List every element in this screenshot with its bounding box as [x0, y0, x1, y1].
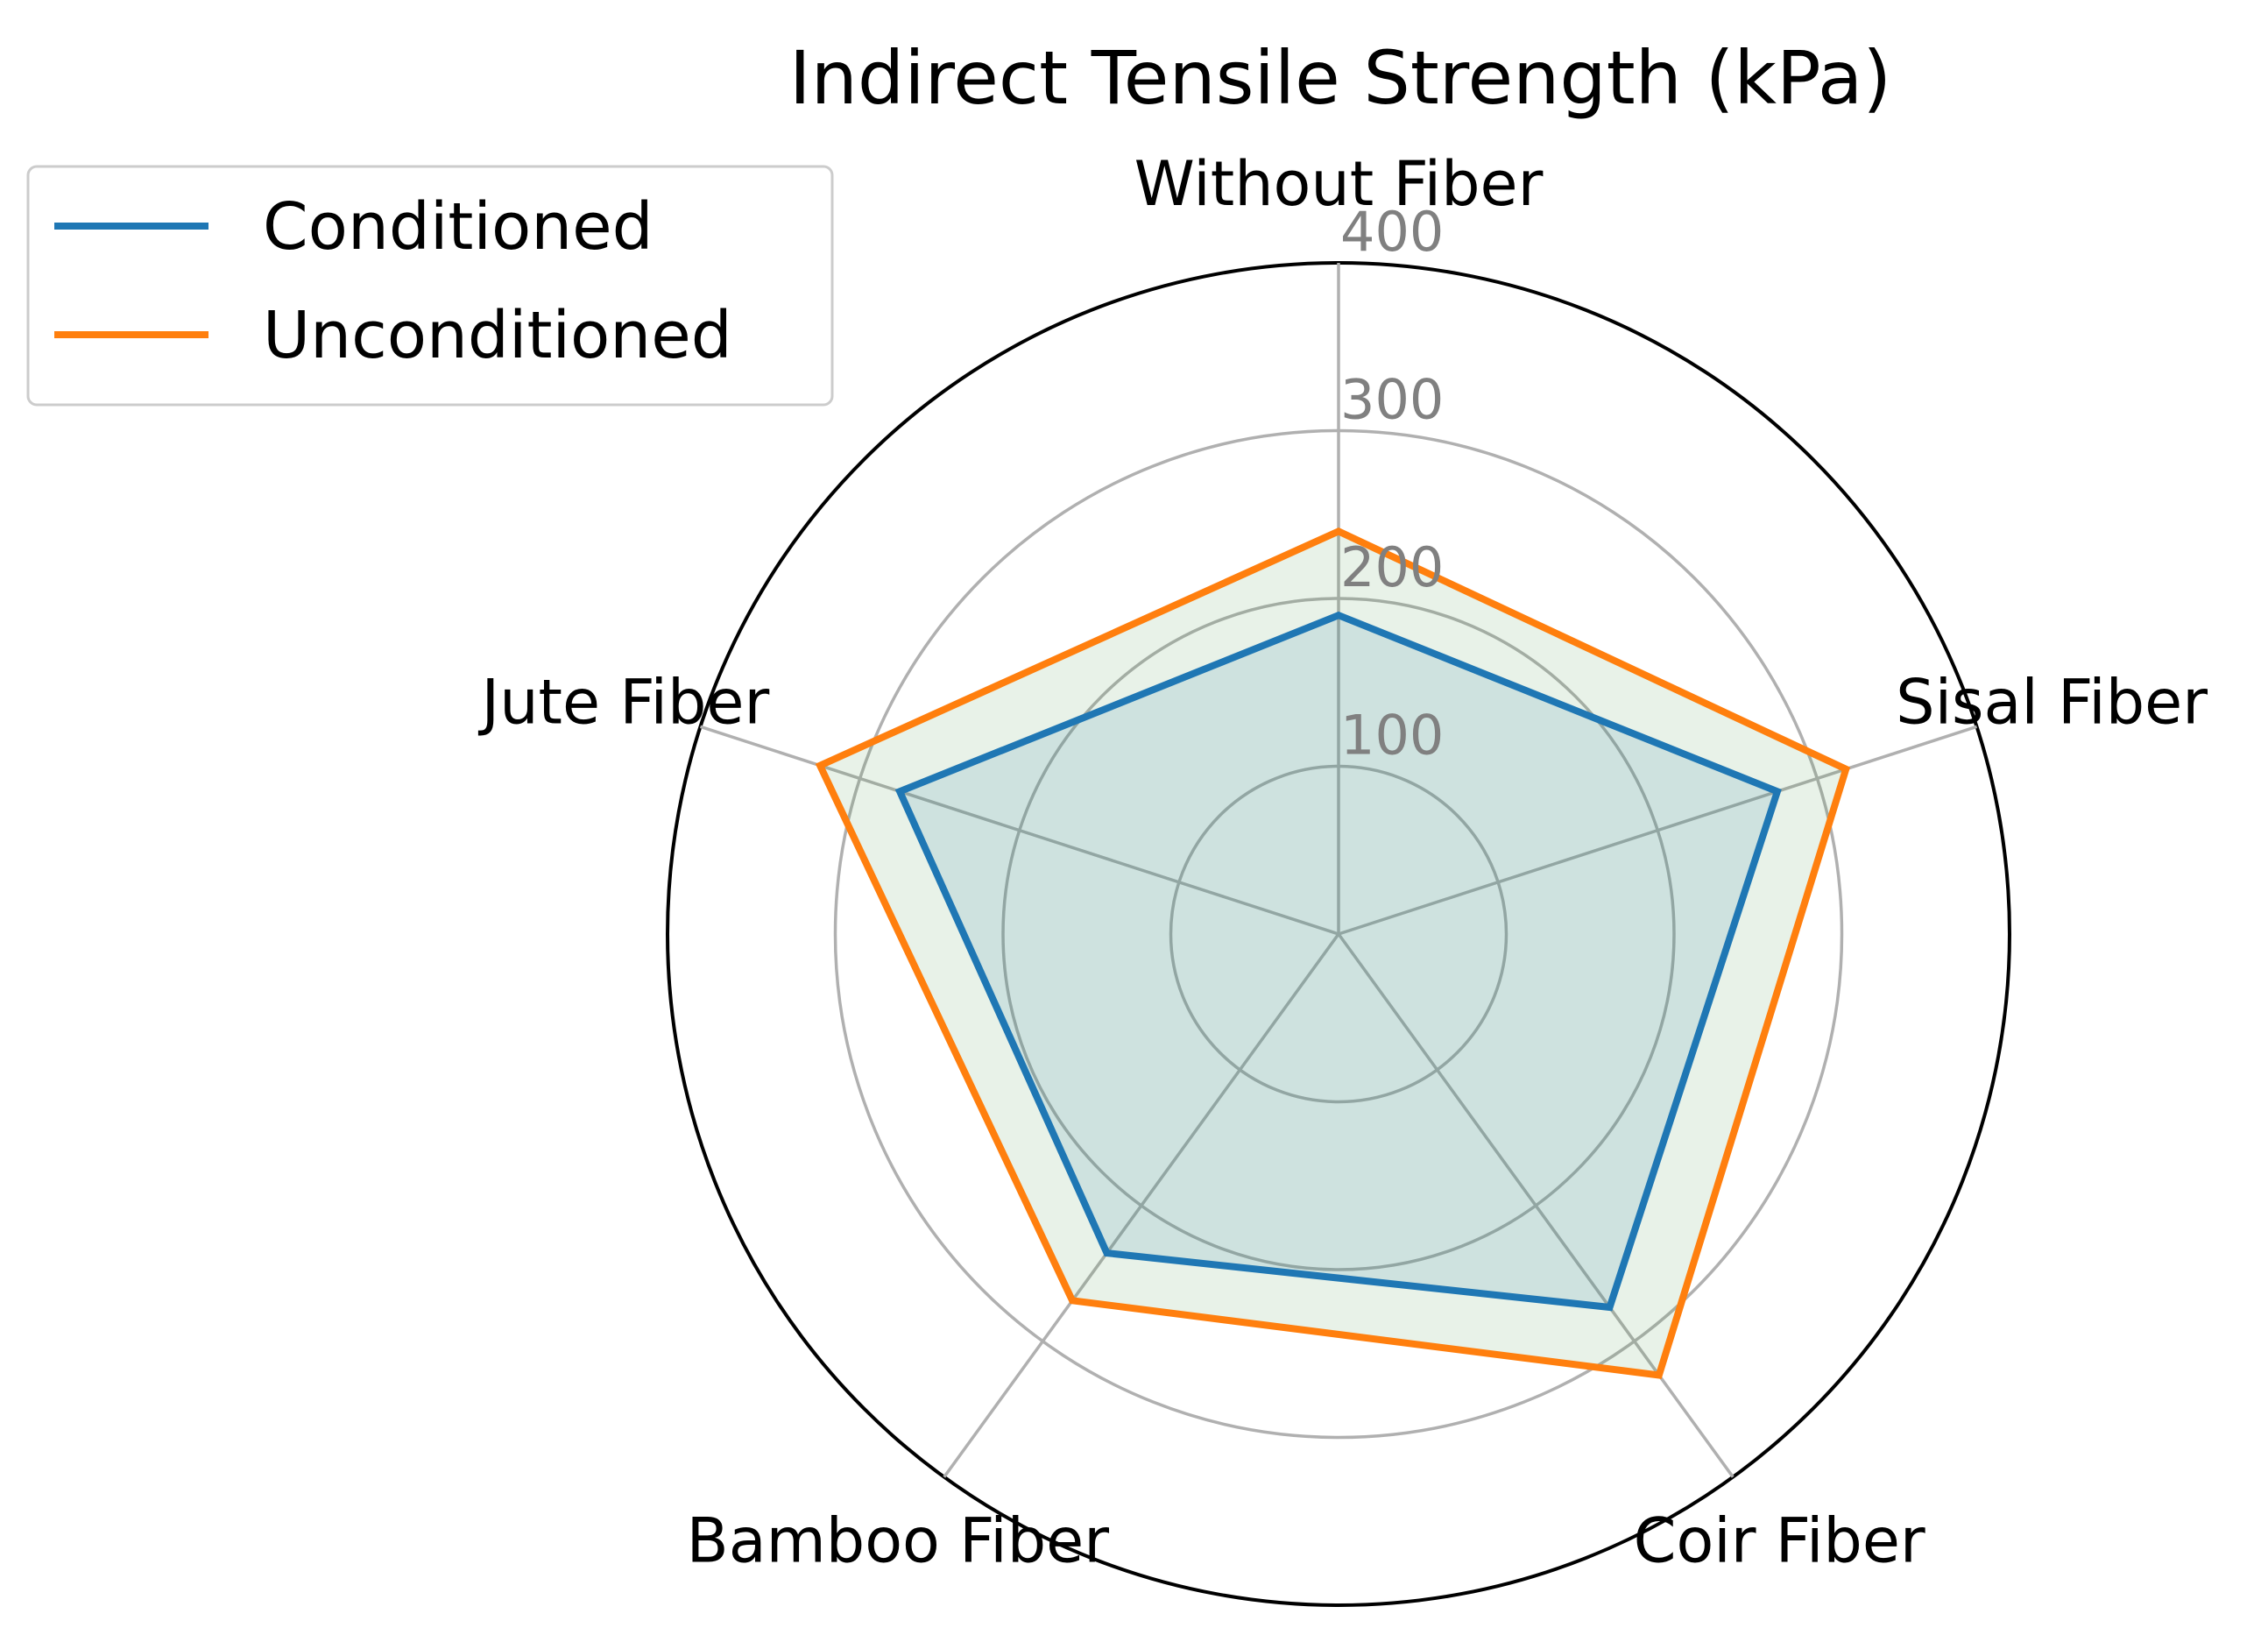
spoke-sisal-fiber: [1338, 725, 1978, 936]
category-label-coir-fiber: Coir Fiber: [1634, 1505, 1925, 1577]
series-lines: [815, 527, 1851, 1379]
category-label-bamboo-fiber: Bamboo Fiber: [687, 1505, 1110, 1577]
series-fills: [820, 531, 1847, 1376]
spoke-jute-fiber: [699, 725, 1339, 936]
category-labels: Without Fiber Sisal Fiber Coir Fiber Bamboo…: [478, 148, 2208, 1577]
spoke-coir-fiber: [1337, 932, 1735, 1478]
legend-label-unconditioned: Unconditioned: [263, 298, 732, 373]
series-line-conditioned: [894, 611, 1782, 1312]
spoke-bamboo-fiber: [943, 932, 1340, 1478]
legend-box: [26, 165, 834, 407]
category-label-jute-fiber: Jute Fiber: [478, 666, 770, 738]
series-line-unconditioned: [815, 527, 1851, 1379]
category-label-without-fiber: Without Fiber: [1134, 148, 1544, 220]
category-label-sisal-fiber: Sisal Fiber: [1896, 666, 2208, 738]
chart-title: Indirect Tensile Strength (kPa): [789, 35, 1891, 121]
legend-label-conditioned: Conditioned: [263, 189, 654, 265]
series-fill-conditioned: [900, 615, 1777, 1307]
r-tick-label-400: 400: [1340, 200, 1444, 264]
legend: Conditioned Unconditioned: [26, 165, 834, 407]
polar-grid: [666, 261, 2011, 1607]
r-tick-label-300: 300: [1340, 368, 1444, 432]
series-fill-unconditioned: [820, 531, 1847, 1376]
radial-tick-labels: 100 200 300 400: [1340, 200, 1444, 768]
r-tick-label-100: 100: [1340, 704, 1444, 768]
r-tick-label-200: 200: [1340, 535, 1444, 599]
